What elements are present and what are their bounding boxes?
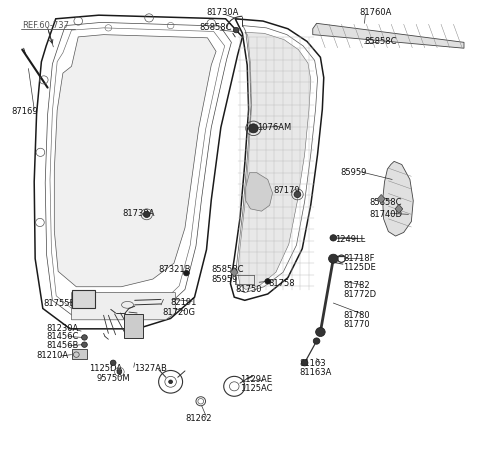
Text: 81755E: 81755E bbox=[44, 299, 75, 307]
Text: 81770: 81770 bbox=[343, 320, 370, 329]
Text: 1327AB: 1327AB bbox=[134, 364, 167, 373]
Text: 82191: 82191 bbox=[170, 298, 197, 307]
Text: 81760A: 81760A bbox=[360, 8, 392, 16]
Text: 81163: 81163 bbox=[300, 359, 326, 368]
Text: 85959: 85959 bbox=[340, 168, 367, 177]
Text: 81782: 81782 bbox=[343, 281, 370, 291]
Circle shape bbox=[82, 342, 87, 347]
Text: REF.60-737: REF.60-737 bbox=[22, 21, 69, 30]
Text: 1125DA: 1125DA bbox=[89, 364, 122, 373]
Circle shape bbox=[168, 380, 172, 384]
Circle shape bbox=[117, 370, 122, 374]
Polygon shape bbox=[54, 35, 216, 287]
Circle shape bbox=[301, 360, 308, 366]
Bar bbox=[124, 314, 144, 338]
Text: 81720G: 81720G bbox=[162, 308, 195, 316]
Text: 81163A: 81163A bbox=[300, 368, 332, 377]
Text: 87321B: 87321B bbox=[158, 266, 191, 275]
Text: 85858C: 85858C bbox=[364, 37, 397, 46]
Text: 81772D: 81772D bbox=[343, 291, 376, 299]
Text: 81738A: 81738A bbox=[123, 209, 155, 218]
Polygon shape bbox=[395, 204, 403, 213]
Circle shape bbox=[233, 27, 239, 33]
Text: 81730A: 81730A bbox=[206, 8, 239, 16]
Polygon shape bbox=[238, 32, 311, 290]
FancyBboxPatch shape bbox=[72, 291, 95, 307]
Circle shape bbox=[249, 124, 258, 133]
Polygon shape bbox=[383, 161, 413, 236]
Circle shape bbox=[330, 235, 336, 241]
Polygon shape bbox=[230, 268, 238, 277]
Bar bbox=[72, 349, 87, 359]
Text: 85858C: 85858C bbox=[199, 23, 232, 32]
Text: 95750M: 95750M bbox=[96, 374, 130, 383]
Circle shape bbox=[294, 191, 301, 197]
Circle shape bbox=[313, 338, 320, 344]
Polygon shape bbox=[72, 293, 175, 320]
Text: 81740D: 81740D bbox=[369, 210, 402, 219]
Text: 81230A: 81230A bbox=[46, 324, 78, 333]
Text: 1076AM: 1076AM bbox=[257, 123, 291, 132]
Text: 85959: 85959 bbox=[211, 275, 238, 284]
Text: 85858C: 85858C bbox=[211, 266, 244, 275]
Text: 81718F: 81718F bbox=[343, 254, 374, 263]
Circle shape bbox=[265, 279, 271, 284]
Text: 1129AE: 1129AE bbox=[240, 375, 272, 384]
Text: 1125AC: 1125AC bbox=[240, 384, 273, 393]
Circle shape bbox=[82, 335, 87, 340]
Text: 87169: 87169 bbox=[11, 107, 38, 116]
Text: 87179: 87179 bbox=[274, 186, 300, 195]
Text: 81262: 81262 bbox=[185, 414, 212, 423]
Text: 81750: 81750 bbox=[235, 285, 262, 294]
Polygon shape bbox=[246, 173, 273, 211]
Text: 1125DE: 1125DE bbox=[343, 263, 376, 272]
Text: 81456B: 81456B bbox=[46, 341, 79, 350]
Text: 1249LL: 1249LL bbox=[335, 235, 365, 244]
Circle shape bbox=[110, 360, 116, 365]
Text: 81780: 81780 bbox=[343, 311, 370, 320]
Polygon shape bbox=[313, 23, 464, 48]
Polygon shape bbox=[377, 194, 385, 203]
Circle shape bbox=[144, 211, 150, 217]
Circle shape bbox=[328, 254, 338, 263]
Text: 85858C: 85858C bbox=[369, 197, 402, 207]
Text: 81210A: 81210A bbox=[36, 351, 69, 360]
Text: 81456C: 81456C bbox=[46, 332, 79, 341]
Circle shape bbox=[183, 271, 189, 276]
Text: 81758: 81758 bbox=[269, 279, 295, 288]
Circle shape bbox=[316, 327, 325, 336]
